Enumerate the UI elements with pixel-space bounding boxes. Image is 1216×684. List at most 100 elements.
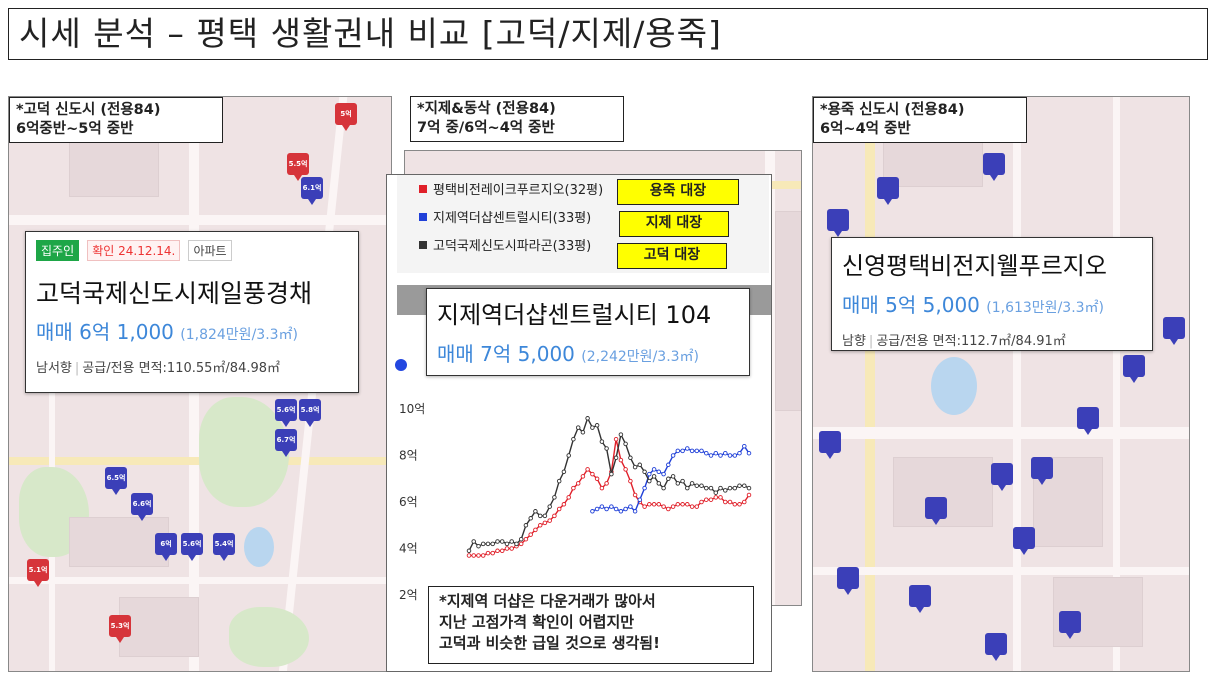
data-point[interactable] [742,483,747,488]
data-point[interactable] [737,502,742,507]
data-point[interactable] [628,504,633,509]
data-point[interactable] [704,450,709,456]
map-pin[interactable]: 6.6억 [131,493,153,521]
data-point[interactable] [732,453,738,458]
data-point[interactable] [651,474,657,479]
map-pin[interactable]: 5.6억 [275,399,297,427]
data-point[interactable] [656,502,662,507]
data-point[interactable] [566,495,571,500]
map-pin[interactable]: 6억 [155,533,177,561]
map-pin[interactable]: 5.6억 [181,533,203,561]
data-point[interactable] [685,446,690,451]
data-point[interactable] [737,483,742,488]
data-point[interactable] [518,541,524,547]
data-point[interactable] [623,441,628,447]
data-point[interactable] [737,450,742,456]
data-point[interactable] [599,504,605,509]
data-point[interactable] [594,423,600,428]
map-panel-godeok[interactable]: 5억 5.5억 6.1억 5.6억 5.8억 6.7억 6.5억 6.6억 6억… [8,96,392,672]
data-point[interactable] [642,504,647,509]
data-point[interactable] [613,506,619,512]
data-point[interactable] [647,502,652,507]
data-point[interactable] [518,536,524,542]
data-point[interactable] [523,523,529,528]
data-point[interactable] [670,453,676,458]
map-pin[interactable]: 6.5억 [105,467,127,495]
data-point[interactable] [642,469,647,475]
data-point[interactable] [661,504,666,509]
data-point[interactable] [466,553,472,558]
data-point[interactable] [495,548,500,554]
data-point[interactable] [485,550,491,556]
data-point[interactable] [704,485,709,491]
data-point[interactable] [723,499,728,505]
data-point[interactable] [727,453,733,458]
data-point[interactable] [694,483,700,488]
data-point[interactable] [623,467,628,472]
data-point[interactable] [528,532,533,537]
data-point[interactable] [713,495,719,500]
data-point[interactable] [637,497,643,502]
legend-entry[interactable]: 지제역더샵센트럴시티(33평) [397,205,769,233]
data-point[interactable] [689,448,695,454]
data-point[interactable] [485,541,491,547]
data-point[interactable] [466,548,472,554]
data-point[interactable] [556,506,562,512]
data-point[interactable] [547,504,552,509]
data-point[interactable] [490,541,495,547]
data-point[interactable] [528,516,533,521]
map-pin[interactable]: 6.7억 [275,429,297,457]
data-point[interactable] [552,513,557,519]
data-point[interactable] [556,478,562,484]
data-point[interactable] [708,497,714,502]
data-point[interactable] [713,490,719,495]
data-point[interactable] [632,509,638,514]
listing-card[interactable]: 신영평택비전지웰푸르지오 매매 5억 5,000 (1,613만원/3.3㎡) … [831,237,1153,351]
data-point[interactable] [685,502,690,507]
data-point[interactable] [580,430,586,435]
data-point[interactable] [590,425,595,430]
data-point[interactable] [580,474,586,479]
data-point[interactable] [575,425,581,430]
data-point[interactable] [509,546,514,551]
data-point[interactable] [471,553,476,558]
map-pin[interactable]: 5.8억 [299,399,321,427]
data-point[interactable] [708,485,714,491]
map-pin[interactable]: 5.4억 [213,533,235,561]
data-point[interactable] [499,539,505,544]
data-point[interactable] [533,509,538,514]
listing-card[interactable]: 집주인 확인 24.12.14. 아파트 고덕국제신도시제일풍경채 매매 6억 … [25,231,359,393]
data-point[interactable] [571,436,576,442]
data-point[interactable] [699,448,704,454]
data-point[interactable] [689,481,695,486]
data-point[interactable] [694,448,700,454]
data-point[interactable] [656,469,662,475]
legend-entry[interactable]: 고덕국제신도시파라곤(33평) [397,233,769,261]
data-point[interactable] [585,416,590,421]
data-point[interactable] [666,476,671,482]
map-panel-yongjuk[interactable]: *용죽 신도시 (전용84) 6억~4억 중반 신영평택비전지웰푸르지오 매매 … [812,96,1190,672]
data-point[interactable] [713,450,719,456]
data-point[interactable] [718,453,723,458]
data-point[interactable] [537,513,543,519]
data-point[interactable] [480,553,486,558]
data-point[interactable] [618,457,624,463]
data-point[interactable] [590,471,595,477]
data-point[interactable] [509,539,514,544]
data-point[interactable] [727,485,733,491]
data-point[interactable] [609,504,614,509]
data-point[interactable] [656,481,662,486]
data-point[interactable] [694,504,700,509]
data-point[interactable] [604,481,609,486]
data-point[interactable] [585,467,590,472]
map-pin[interactable]: 5억 [335,103,357,131]
data-point[interactable] [628,478,633,484]
map-pin[interactable]: 5.5억 [287,153,309,181]
data-point[interactable] [542,520,548,526]
data-point[interactable] [618,509,624,514]
data-point[interactable] [495,539,500,544]
data-point[interactable] [594,476,600,482]
data-point[interactable] [670,504,676,509]
data-point[interactable] [732,485,738,491]
data-point[interactable] [732,502,738,507]
